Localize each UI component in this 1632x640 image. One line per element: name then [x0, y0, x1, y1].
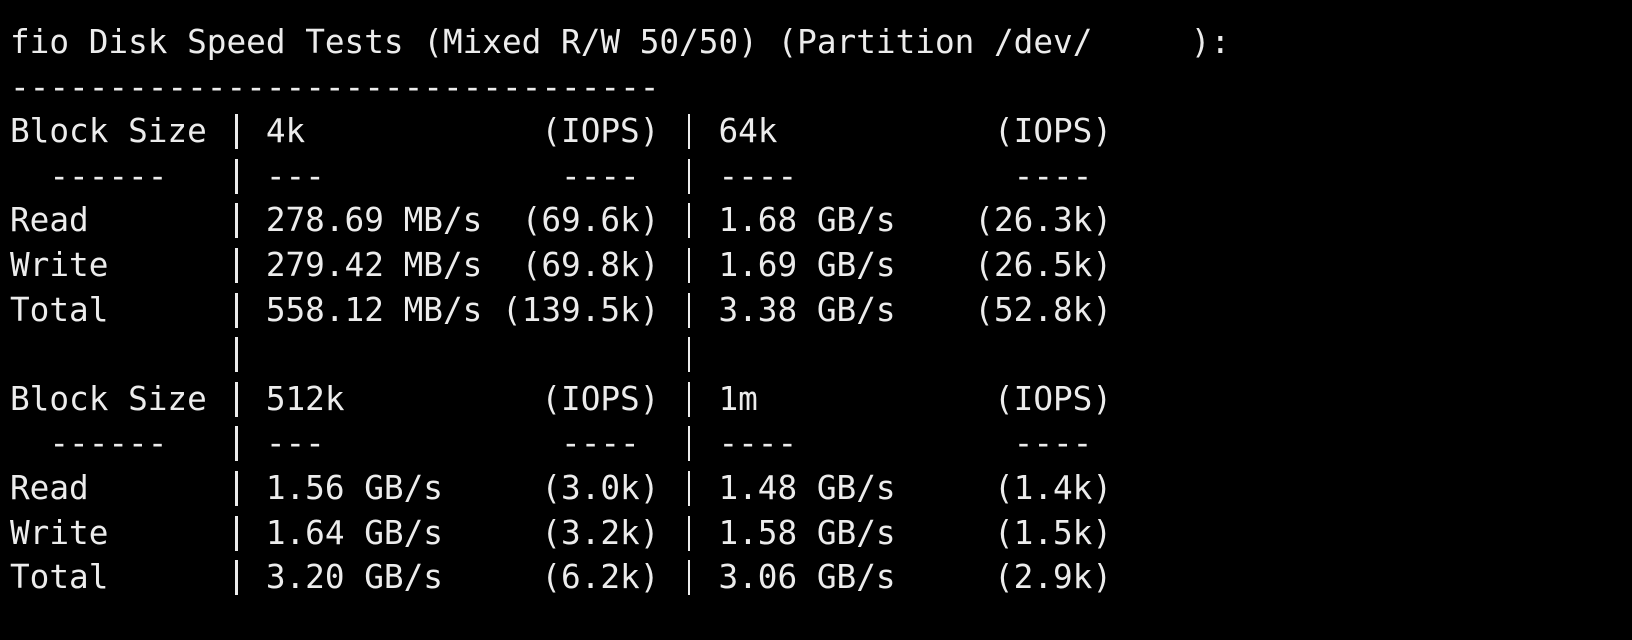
header-row-cell: (IOPS) [993, 112, 1113, 151]
header-row-cell: 512k [265, 379, 345, 418]
header-row-cell: (IOPS) [541, 379, 660, 418]
dash-row: ------ --- ---- ---- ---- [10, 421, 1610, 466]
column-divider [235, 426, 238, 462]
header-row-cell: 1m [718, 379, 758, 418]
separator: --------------------------------- [10, 67, 660, 106]
column-divider [687, 337, 691, 373]
dash-row-cell: ---- [1013, 424, 1093, 463]
header-row-cell: 64k [718, 112, 778, 151]
column-divider [235, 515, 238, 551]
data-row: Read 278.69 MB/s (69.6k) 1.68 GB/s (26.3k) [10, 198, 1610, 243]
header-row-cell: Block Size [10, 112, 207, 151]
data-row-cell: 3.20 GB/s [265, 558, 443, 597]
column-divider [687, 426, 691, 462]
data-row-cell: (1.4k) [993, 469, 1113, 507]
column-divider [687, 471, 691, 506]
data-row-cell: 1.56 GB/s [265, 469, 443, 507]
data-row: Write 1.64 GB/s (3.2k) 1.58 GB/s (1.5k) [10, 511, 1610, 556]
column-divider [687, 203, 691, 239]
column-divider [687, 114, 691, 150]
data-row-cell: (1.5k) [993, 513, 1113, 552]
data-row-cell: (52.8k) [974, 290, 1113, 329]
data-row: Total 3.20 GB/s (6.2k) 3.06 GB/s (2.9k) [10, 555, 1610, 600]
column-divider [687, 292, 691, 328]
dash-row-cell: ------ [49, 424, 168, 463]
data-row-cell: Total [10, 290, 109, 329]
column-divider [235, 560, 238, 596]
data-row-cell: 1.64 GB/s [265, 513, 443, 552]
data-row-cell: (3.0k) [541, 469, 660, 507]
header-row-cell: Block Size [10, 379, 207, 418]
data-row-cell: Read [10, 469, 89, 507]
data-row: Write 279.42 MB/s (69.8k) 1.69 GB/s (26.5k) [10, 243, 1610, 288]
column-divider [235, 292, 238, 328]
data-row-cell: 279.42 MB/s [265, 246, 483, 284]
data-row-cell: 1.58 GB/s [718, 513, 896, 552]
data-row-cell: Total [10, 558, 109, 597]
data-row-cell: 1.68 GB/s [718, 201, 896, 240]
header-row-cell: 4k [265, 112, 306, 151]
data-row-cell: Read [10, 201, 89, 240]
column-divider [235, 203, 238, 239]
dash-row-cell: --- [265, 156, 325, 195]
dash-row-cell: ---- [1013, 156, 1093, 195]
column-divider [235, 337, 238, 373]
data-row-cell: (26.3k) [974, 201, 1113, 240]
dash-row-cell: ---- [561, 156, 640, 195]
column-divider [235, 381, 238, 417]
data-row-cell: (2.9k) [993, 558, 1113, 597]
data-row-cell: Write [10, 513, 109, 552]
data-row-cell: 3.38 GB/s [718, 290, 896, 329]
header-row-cell: (IOPS) [993, 379, 1113, 418]
column-divider [687, 560, 691, 596]
data-row: Read 1.56 GB/s (3.0k) 1.48 GB/s (1.4k) [10, 466, 1610, 511]
dash-row-cell: --- [265, 424, 325, 463]
dash-row-cell: ---- [718, 424, 798, 463]
data-row-cell: 1.69 GB/s [718, 246, 896, 284]
data-row-cell: 1.48 GB/s [718, 469, 896, 507]
dash-row: ------ --- ---- ---- ---- [10, 154, 1610, 199]
dash-row-cell: ---- [561, 424, 640, 463]
header-row: Block Size 4k (IOPS) 64k (IOPS) [10, 109, 1610, 154]
data-row-cell: 558.12 MB/s [265, 290, 483, 329]
spacer-row [10, 332, 1610, 377]
title: fio Disk Speed Tests (Mixed R/W 50/50) (… [10, 23, 1231, 61]
data-row-cell: 3.06 GB/s [718, 558, 896, 597]
data-row-cell: (3.2k) [541, 513, 660, 552]
column-divider [687, 381, 691, 417]
data-row-cell: (69.6k) [521, 201, 660, 240]
column-divider [687, 248, 691, 283]
column-divider [235, 248, 238, 283]
column-divider [687, 515, 691, 551]
header-row-cell: (IOPS) [541, 112, 660, 151]
column-divider [235, 158, 238, 194]
header-row: Block Size 512k (IOPS) 1m (IOPS) [10, 377, 1610, 422]
dash-row-cell: ---- [718, 156, 798, 195]
data-row: Total 558.12 MB/s (139.5k) 3.38 GB/s (52.8k) [10, 288, 1610, 333]
column-divider [235, 114, 238, 150]
column-divider [687, 158, 691, 194]
dash-row-cell: ------ [49, 156, 168, 195]
data-row-cell: 278.69 MB/s [265, 201, 483, 240]
data-row-cell: Write [10, 246, 109, 284]
data-row-cell: (6.2k) [541, 558, 660, 597]
data-row-cell: (26.5k) [974, 246, 1113, 284]
column-divider [235, 471, 238, 506]
data-row-cell: (69.8k) [521, 246, 660, 284]
data-row-cell: (139.5k) [501, 290, 660, 329]
